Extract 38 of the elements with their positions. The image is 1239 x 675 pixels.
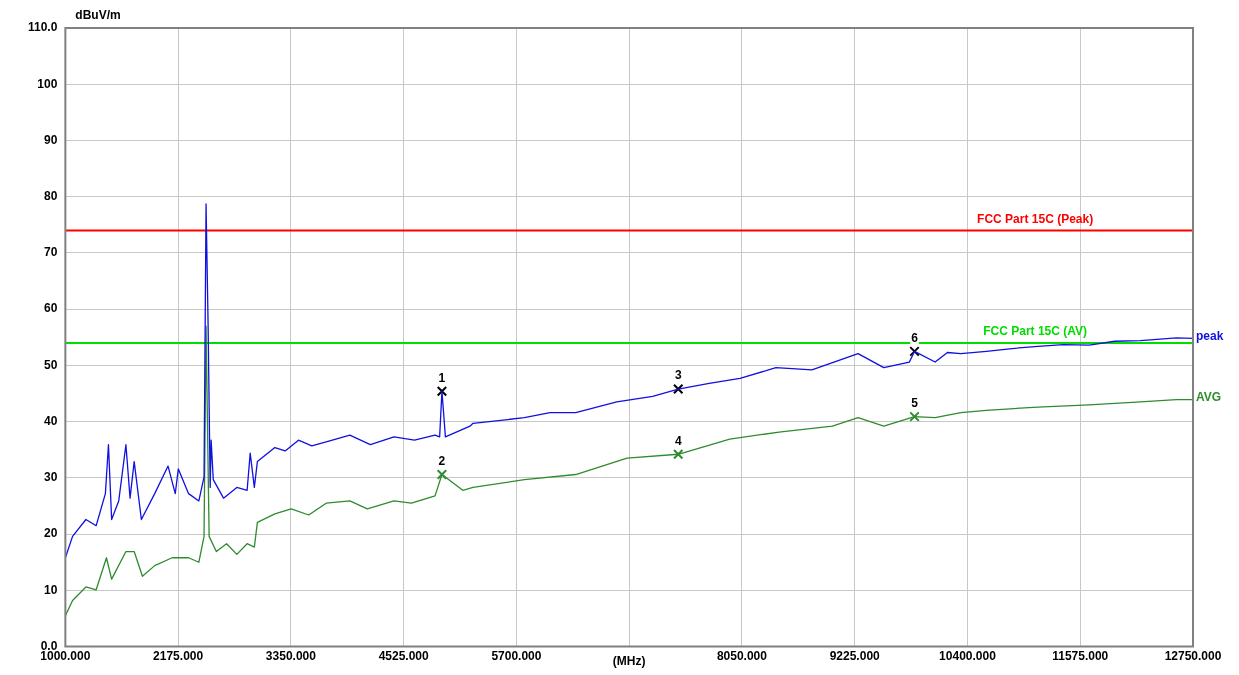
y-tick-label: 70 — [44, 245, 58, 260]
x-axis-title: (MHz) — [612, 653, 646, 668]
y-tick-label: 110.0 — [27, 20, 58, 35]
y-tick-label: 80 — [44, 189, 58, 204]
y-tick-label: 40 — [44, 413, 58, 428]
x-tick-label: 12750.000 — [1164, 649, 1222, 664]
annotation: 2 — [438, 453, 446, 468]
point — [909, 411, 920, 422]
point — [909, 346, 920, 357]
ref-line-label: FCC Part 15C (AV) — [983, 324, 1088, 339]
y-tick-label: 10 — [44, 582, 58, 597]
x-tick-label: 4525.000 — [378, 649, 429, 664]
x-tick-label: 9225.000 — [829, 649, 881, 664]
annotation: 3 — [674, 368, 682, 383]
point — [672, 383, 684, 395]
ref-line-label: FCC Part 15C (Peak) — [977, 211, 1094, 226]
y-tick-label: 60 — [44, 301, 58, 316]
point — [672, 449, 684, 460]
x-tick-label: 8050.000 — [716, 649, 768, 664]
x-tick-label: 2175.000 — [153, 649, 204, 664]
y-tick-label: 20 — [44, 526, 58, 541]
series-label: peak — [1196, 328, 1224, 343]
point — [436, 469, 448, 480]
y-tick-label: 90 — [44, 132, 58, 147]
y-tick-label: 30 — [44, 470, 58, 485]
annotation: 4 — [674, 433, 682, 448]
annotation: 5 — [911, 395, 919, 410]
x-tick-label: 5700.000 — [491, 649, 542, 664]
x-tick-label: 10400.000 — [939, 649, 997, 664]
annotation: 1 — [438, 370, 446, 385]
x-tick-label: 3350.000 — [265, 649, 317, 664]
series-label: AVG — [1196, 390, 1222, 405]
x-tick-label: 11575.000 — [1052, 649, 1109, 664]
y-axis-title: dBuV/m — [75, 8, 121, 23]
point — [436, 386, 448, 397]
annotation: 6 — [911, 330, 919, 345]
y-tick-label: 50 — [44, 357, 58, 372]
y-tick-label: 100 — [37, 76, 58, 91]
